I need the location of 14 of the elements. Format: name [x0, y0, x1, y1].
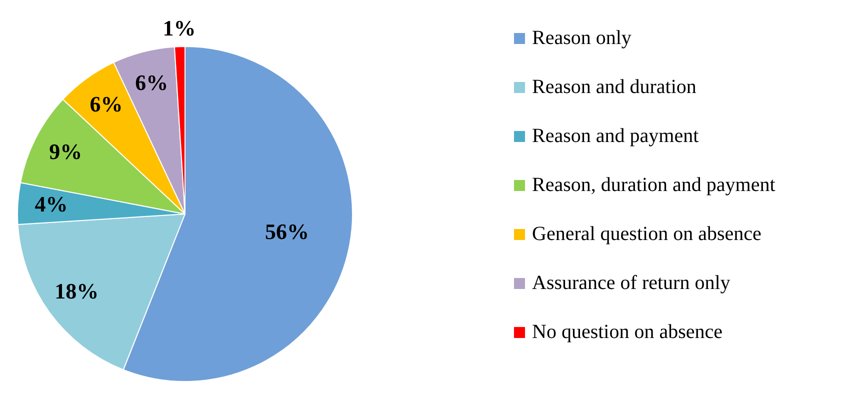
legend-label: No question on absence	[532, 321, 723, 344]
data-label: 56%	[265, 219, 310, 244]
data-label: 9%	[49, 138, 82, 164]
legend-label: Assurance of return only	[532, 272, 730, 295]
legend-label: Reason and payment	[532, 125, 699, 148]
legend-label: Reason and duration	[532, 76, 696, 99]
data-label: 18%	[54, 278, 99, 304]
legend-label: Reason only	[532, 27, 632, 50]
data-label: 6%	[135, 70, 168, 95]
data-label: 6%	[90, 91, 123, 116]
legend-label: General question on absence	[532, 223, 762, 246]
data-label: 1%	[162, 16, 196, 41]
data-label: 4%	[34, 191, 68, 216]
legend-label: Reason, duration and payment	[532, 174, 776, 197]
